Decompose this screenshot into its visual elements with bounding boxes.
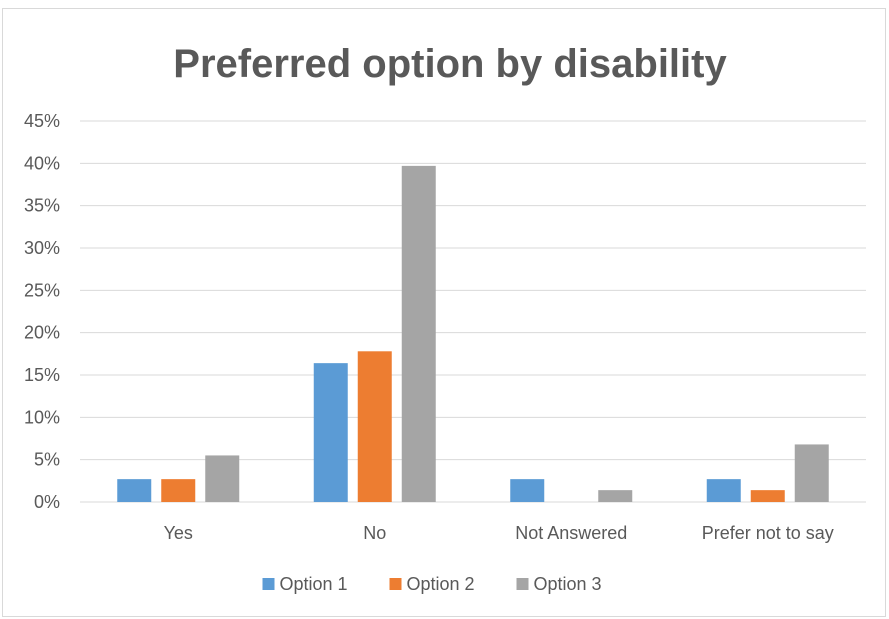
y-tick-label: 20% [24, 323, 60, 343]
y-tick-label: 15% [24, 365, 60, 385]
x-axis-categories: Yes No Not Answered Prefer not to say [164, 523, 834, 543]
x-category-label: No [363, 523, 386, 543]
chart-title: Preferred option by disability [173, 42, 727, 86]
bar [313, 363, 348, 502]
bar [117, 479, 152, 502]
bar [706, 479, 741, 502]
y-axis-ticks: 0% 5% 10% 15% 20% 25% 30% 35% 40% 45% [24, 111, 60, 512]
y-tick-label: 30% [24, 238, 60, 258]
legend-swatch [262, 578, 275, 590]
bar [598, 490, 633, 502]
bar [205, 455, 240, 502]
legend-label: Option 3 [534, 574, 602, 594]
x-category-label: Prefer not to say [702, 523, 834, 543]
bar [750, 490, 785, 502]
y-tick-label: 35% [24, 196, 60, 216]
chart-frame [2, 8, 886, 617]
y-tick-label: 25% [24, 280, 60, 300]
bar [357, 351, 392, 502]
bar [161, 479, 196, 502]
bar [794, 444, 829, 502]
x-category-label: Yes [164, 523, 193, 543]
y-tick-label: 5% [34, 450, 60, 470]
bars [117, 165, 829, 502]
legend-label: Option 1 [280, 574, 348, 594]
gridlines [80, 120, 866, 503]
y-tick-label: 45% [24, 111, 60, 131]
y-tick-label: 10% [24, 407, 60, 427]
bar [510, 479, 545, 502]
x-category-label: Not Answered [515, 523, 627, 543]
legend: Option 1 Option 2 Option 3 [262, 574, 602, 594]
y-tick-label: 40% [24, 153, 60, 173]
legend-swatch [389, 578, 402, 590]
y-tick-label: 0% [34, 492, 60, 512]
bar [401, 165, 436, 502]
legend-swatch [516, 578, 529, 590]
legend-label: Option 2 [407, 574, 475, 594]
